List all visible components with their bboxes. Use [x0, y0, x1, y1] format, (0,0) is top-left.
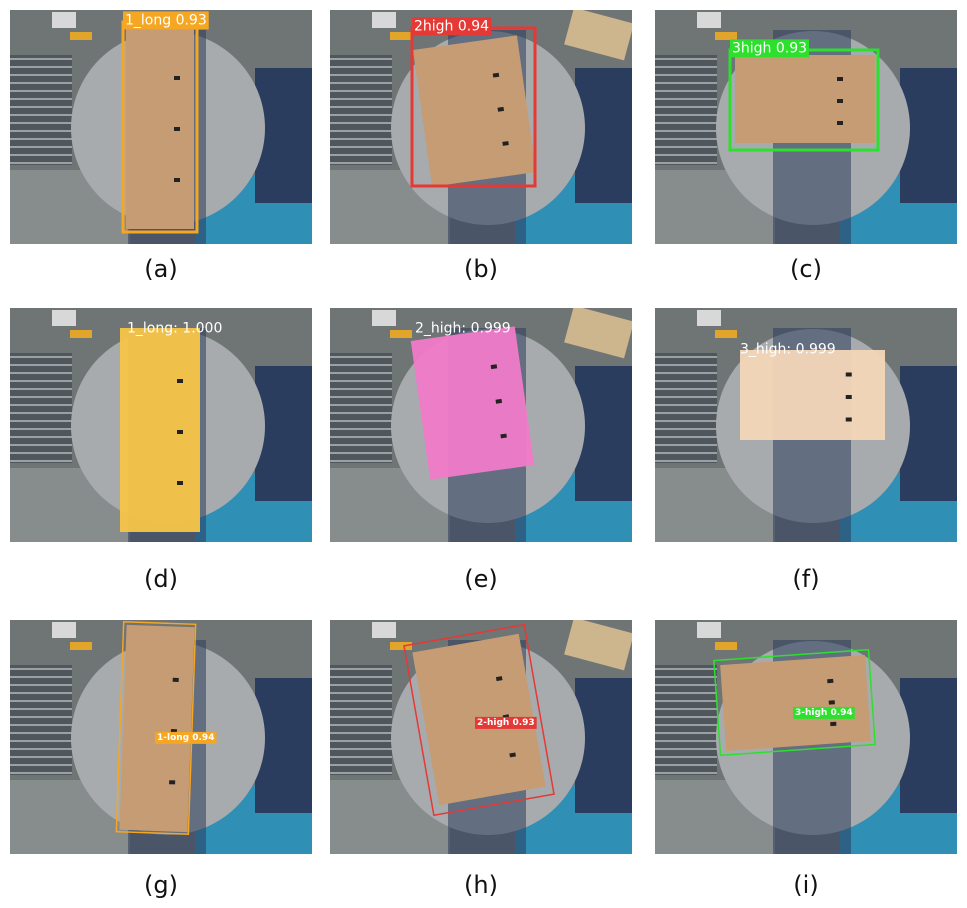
control-box: [52, 622, 76, 638]
handle-hole: [496, 399, 502, 404]
carton: [126, 25, 194, 229]
roller-conveyor: [655, 353, 717, 463]
detection-label: 3_high: 0.999: [740, 341, 836, 357]
handle-hole: [500, 434, 506, 439]
control-box: [697, 12, 721, 28]
control-box: [697, 622, 721, 638]
caption: (b): [464, 255, 498, 283]
image-panel: 1_long: 1.000: [10, 308, 312, 542]
image-panel: 3_high: 0.999: [655, 308, 957, 542]
carton: [720, 655, 871, 751]
roller-conveyor: [330, 55, 392, 165]
handle-hole: [829, 700, 835, 704]
control-box: [697, 310, 721, 326]
arm: [715, 642, 737, 650]
image-panel: 2high 0.94: [330, 8, 634, 244]
arm: [715, 32, 737, 40]
handle-hole: [177, 379, 183, 383]
handle-hole: [174, 127, 180, 131]
arm: [70, 330, 92, 338]
arm: [390, 642, 412, 650]
photo: [330, 618, 634, 854]
handle-hole: [837, 121, 843, 125]
detection-label: 1_long 0.93: [125, 12, 207, 28]
handle-hole: [177, 481, 183, 485]
detection-label: 2high 0.94: [414, 18, 489, 34]
arm: [390, 32, 412, 40]
handle-hole: [491, 364, 497, 369]
handle-hole: [846, 418, 852, 422]
handle-hole: [846, 395, 852, 399]
detection-label: 1_long: 1.000: [127, 320, 222, 336]
segmentation-mask: [120, 328, 200, 532]
carton: [735, 55, 875, 143]
photo: [330, 306, 634, 542]
handle-hole: [498, 107, 504, 112]
handle-hole: [837, 99, 843, 103]
control-box: [52, 310, 76, 326]
arm: [70, 32, 92, 40]
handle-hole: [493, 73, 499, 78]
arm: [715, 330, 737, 338]
control-box: [372, 622, 396, 638]
arm: [390, 330, 412, 338]
detection-label: 3high 0.93: [732, 40, 807, 56]
handle-hole: [837, 77, 843, 81]
roller-conveyor: [655, 55, 717, 165]
caption: (c): [790, 255, 822, 283]
handle-hole: [173, 678, 179, 682]
handle-hole: [174, 178, 180, 182]
photo: [330, 8, 634, 244]
handle-hole: [177, 430, 183, 434]
caption: (f): [792, 565, 819, 593]
photo: [655, 620, 957, 854]
carton: [119, 625, 194, 832]
detection-label: 2-high 0.93: [477, 718, 535, 728]
image-panel: 2_high: 0.999: [330, 306, 634, 542]
segmentation-mask: [411, 326, 534, 479]
caption: (d): [144, 565, 178, 593]
detection-label: 1-long 0.94: [157, 733, 214, 743]
handle-hole: [169, 780, 175, 784]
handle-hole: [827, 679, 833, 683]
roller-conveyor: [10, 55, 72, 165]
handle-hole: [846, 373, 852, 377]
caption: (g): [144, 871, 178, 899]
figure: 1_long 0.93 (a) 2high 0.94 (b) 3high 0.93 (c)…: [0, 0, 967, 904]
roller-conveyor: [655, 665, 717, 775]
roller-conveyor: [330, 665, 392, 775]
segmentation-mask: [740, 350, 885, 440]
image-panel: 1_long 0.93: [10, 10, 312, 244]
caption: (e): [464, 565, 498, 593]
page: {"panels": [ {"caption": "(a)", "detecti…: [0, 0, 967, 908]
caption: (i): [793, 871, 818, 899]
image-panel: 3-high 0.94: [655, 620, 957, 854]
handle-hole: [502, 141, 508, 146]
handle-hole: [830, 722, 836, 726]
roller-conveyor: [10, 665, 72, 775]
control-box: [52, 12, 76, 28]
caption: (a): [144, 255, 177, 283]
image-panel: 2-high 0.93: [330, 618, 634, 854]
roller-conveyor: [330, 353, 392, 463]
control-box: [372, 310, 396, 326]
image-panel: 3high 0.93: [655, 10, 957, 244]
carton: [413, 35, 536, 186]
caption: (h): [464, 871, 498, 899]
control-box: [372, 12, 396, 28]
roller-conveyor: [10, 353, 72, 463]
image-panel: 1-long 0.94: [10, 620, 312, 854]
detection-label: 2_high: 0.999: [415, 320, 511, 336]
photo: [10, 308, 312, 542]
detection-label: 3-high 0.94: [795, 708, 853, 718]
photo: [10, 10, 312, 244]
handle-hole: [174, 76, 180, 80]
arm: [70, 642, 92, 650]
